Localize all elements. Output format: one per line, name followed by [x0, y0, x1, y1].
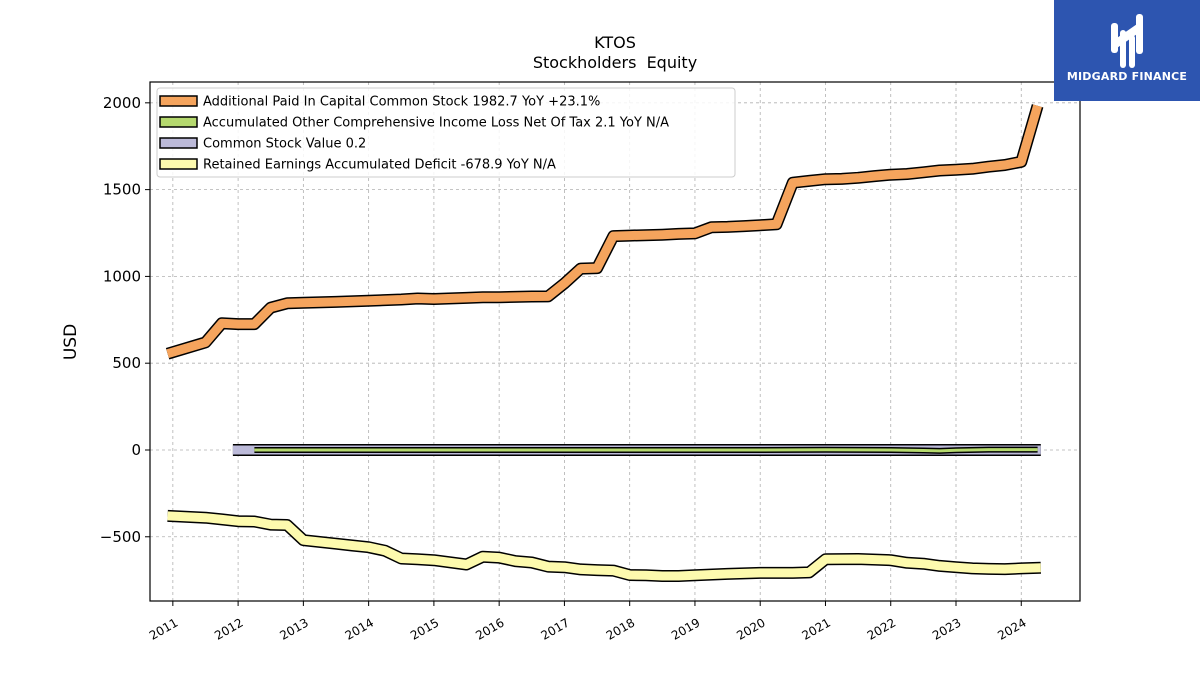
series-line: [166, 104, 1042, 359]
x-tick-label: 2024: [995, 615, 1028, 642]
x-tick-label: 2018: [604, 615, 637, 642]
series-line: [254, 448, 1038, 453]
legend: Additional Paid In Capital Common Stock …: [156, 87, 736, 178]
x-tick-label: 2011: [147, 615, 180, 642]
x-tick-label: 2019: [669, 615, 702, 642]
legend-label: Accumulated Other Comprehensive Income L…: [203, 116, 669, 131]
y-tick-label: −500: [100, 528, 141, 546]
logo-mark-icon: [1111, 14, 1143, 68]
logo-text: MIDGARD FINANCE: [1066, 70, 1188, 83]
legend-label: Common Stock Value 0.2: [203, 137, 366, 152]
legend-swatch: [159, 95, 198, 107]
legend-swatch: [159, 137, 198, 149]
series-layer: [165, 104, 1044, 582]
y-tick-label: 500: [112, 354, 141, 372]
x-tick-label: 2021: [800, 615, 833, 642]
y-tick-label: 2000: [103, 94, 141, 112]
legend-swatch: [159, 158, 198, 170]
chart-title: KTOS: [594, 33, 636, 52]
series-1: [254, 446, 1038, 454]
x-tick-label: 2016: [473, 615, 506, 642]
x-tick-label: 2023: [930, 615, 963, 642]
plot-frame: [149, 81, 1081, 602]
x-tick-label: 2022: [865, 615, 898, 642]
y-axis-label: USD: [61, 324, 81, 360]
x-tick-label: 2017: [538, 615, 571, 642]
x-tick-label: 2020: [734, 615, 767, 642]
legend-swatch: [159, 116, 198, 128]
series-3: [167, 509, 1041, 582]
chart-subtitle: Stockholders Equity: [533, 53, 697, 72]
legend-box: [156, 87, 736, 178]
x-tick-label: 2013: [277, 615, 310, 642]
x-tick-label: 2014: [343, 615, 376, 642]
y-tick-label: 1000: [103, 267, 141, 285]
y-tick-label: 0: [131, 441, 141, 459]
logo: MIDGARD FINANCE: [1054, 0, 1200, 101]
y-tick-label: 1500: [103, 181, 141, 199]
legend-label: Additional Paid In Capital Common Stock …: [203, 95, 600, 110]
series-0: [165, 104, 1044, 360]
x-tick-label: 2015: [408, 615, 441, 642]
legend-label: Retained Earnings Accumulated Deficit -6…: [203, 158, 556, 173]
x-tick-label: 2012: [212, 615, 245, 642]
series-line: [167, 511, 1041, 581]
